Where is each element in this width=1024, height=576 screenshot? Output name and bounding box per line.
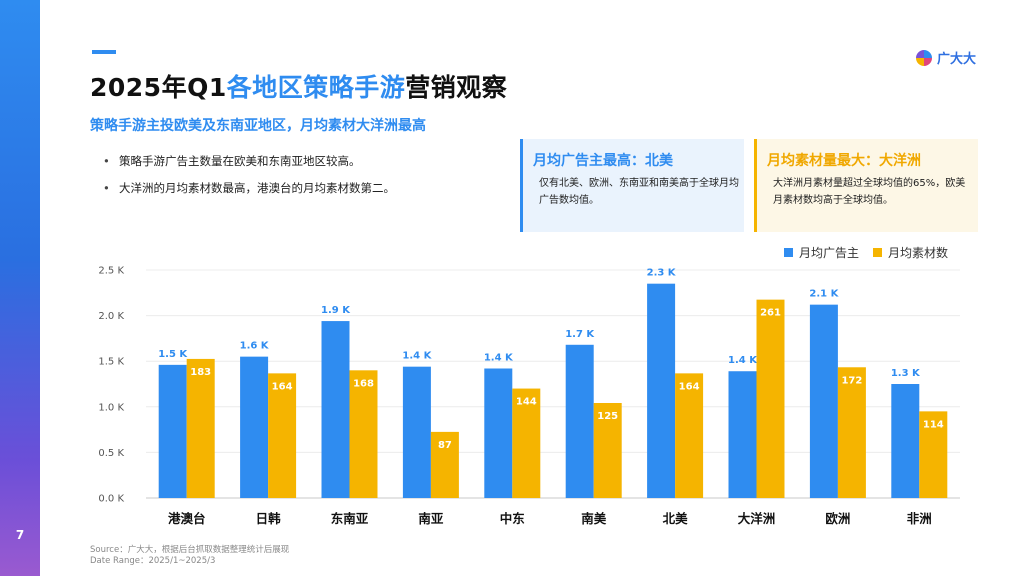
bar-creatives	[349, 370, 378, 498]
page-subtitle: 策略手游主投欧美及东南亚地区，月均素材大洋洲最高	[90, 118, 426, 134]
insight-card-advertisers: 月均广告主最高：北美 仅有北美、欧洲、东南亚和南美高于全球月均广告数均值。	[520, 139, 744, 232]
y-tick-label: 0.0 K	[98, 494, 124, 505]
bullet-item: 策略手游广告主数量在欧美和东南亚地区较高。	[103, 152, 395, 179]
bullet-list: 策略手游广告主数量在欧美和东南亚地区较高。 大洋洲的月均素材数最高，港澳台的月均…	[103, 152, 395, 206]
x-tick-label: 欧洲	[825, 511, 850, 526]
x-tick-label: 北美	[663, 511, 689, 526]
title-highlight: 各地区策略手游	[226, 73, 406, 102]
insight-card-creatives: 月均素材量最大：大洋洲 大洋洲月素材量超过全球均值的65%，欧美月素材数均高于全…	[754, 139, 978, 232]
date-range-line: Date Range：2025/1~2025/3	[90, 556, 216, 566]
x-tick-label: 非洲	[907, 511, 932, 526]
x-tick-label: 港澳台	[168, 511, 206, 526]
card-title: 月均素材量最大：大洋洲	[767, 153, 921, 169]
data-label-advertisers: 1.6 K	[240, 341, 270, 352]
legend-swatch	[873, 248, 883, 257]
title-prefix: 2025年Q1	[90, 73, 227, 102]
data-label-advertisers: 2.1 K	[809, 289, 839, 300]
card-body: 仅有北美、欧洲、东南亚和南美高于全球月均广告数均值。	[539, 178, 739, 206]
bar-advertisers	[484, 368, 513, 498]
data-label-creatives: 114	[923, 419, 944, 430]
data-label-creatives: 125	[597, 411, 618, 422]
bar-advertisers	[565, 344, 594, 498]
bar-advertisers	[891, 384, 920, 498]
brand-logo: 广大大	[916, 48, 976, 67]
card-body: 大洋洲月素材量超过全球均值的65%，欧美月素材数均高于全球均值。	[773, 178, 966, 206]
source-line: Source：广大大，根据后台抓取数据整理统计后展现	[90, 545, 290, 555]
data-label-advertisers: 1.5 K	[158, 349, 188, 360]
y-tick-label: 0.5 K	[98, 448, 124, 459]
data-label-advertisers: 1.7 K	[565, 329, 595, 340]
data-label-creatives: 164	[679, 381, 700, 392]
data-label-creatives: 183	[190, 367, 211, 378]
bar-advertisers	[647, 283, 676, 498]
data-label-creatives: 261	[760, 308, 781, 319]
bar-creatives	[675, 373, 704, 498]
x-tick-label: 东南亚	[331, 511, 369, 526]
legend-swatch	[784, 248, 793, 257]
legend-item-advertisers: 月均广告主	[784, 244, 859, 261]
data-label-advertisers: 1.9 K	[321, 305, 351, 316]
y-tick-label: 2.0 K	[98, 311, 124, 322]
legend-item-creatives: 月均素材数	[873, 244, 948, 261]
bar-advertisers	[158, 364, 187, 498]
data-label-advertisers: 1.4 K	[402, 351, 432, 362]
bar-creatives	[919, 411, 948, 498]
bar-advertisers	[321, 321, 350, 498]
bar-advertisers	[240, 356, 269, 498]
bar-creatives	[837, 367, 866, 498]
bar-creatives	[512, 388, 541, 498]
data-label-advertisers: 1.4 K	[484, 352, 514, 363]
x-tick-label: 大洋洲	[738, 511, 776, 526]
page-number: 7	[15, 528, 25, 542]
side-accent-bar	[0, 0, 40, 576]
y-tick-label: 1.5 K	[98, 357, 124, 368]
logo-icon	[916, 49, 932, 66]
source-note: Source：广大大，根据后台抓取数据整理统计后展现 Date Range：20…	[90, 545, 289, 567]
data-label-creatives: 87	[438, 440, 452, 451]
bullet-item: 大洋洲的月均素材数最高，港澳台的月均素材数第二。	[103, 179, 395, 206]
bar-creatives	[186, 358, 215, 498]
page-title: 2025年Q1各地区策略手游营销观察	[90, 68, 507, 104]
x-tick-label: 中东	[500, 511, 526, 526]
data-label-advertisers: 2.3 K	[647, 268, 677, 279]
bar-creatives	[756, 299, 785, 498]
data-label-creatives: 168	[353, 378, 374, 389]
legend-label: 月均广告主	[799, 246, 860, 260]
x-tick-label: 日韩	[256, 511, 282, 526]
y-tick-label: 1.0 K	[98, 402, 124, 413]
data-label-creatives: 144	[516, 397, 537, 408]
bar-advertisers	[809, 304, 838, 498]
data-label-creatives: 164	[272, 381, 293, 392]
title-suffix: 营销观察	[405, 73, 508, 102]
legend-label: 月均素材数	[888, 246, 949, 260]
data-label-advertisers: 1.3 K	[891, 368, 921, 379]
bar-chart: 0.0 K0.5 K1.0 K1.5 K2.0 K2.5 K1.5 K183港澳…	[98, 266, 960, 526]
bar-advertisers	[728, 371, 757, 498]
y-tick-label: 2.5 K	[98, 266, 124, 277]
data-label-creatives: 172	[841, 375, 862, 386]
bar-advertisers	[402, 366, 431, 498]
x-tick-label: 南美	[581, 511, 607, 526]
title-accent-dash	[92, 50, 116, 54]
bar-creatives	[268, 373, 297, 498]
data-label-advertisers: 1.4 K	[728, 355, 758, 366]
bar-creatives	[430, 431, 459, 498]
card-title: 月均广告主最高：北美	[533, 153, 673, 169]
x-tick-label: 南亚	[418, 511, 444, 526]
chart-legend: 月均广告主 月均素材数	[784, 244, 948, 261]
logo-text: 广大大	[937, 52, 977, 67]
bar-creatives	[593, 403, 622, 498]
